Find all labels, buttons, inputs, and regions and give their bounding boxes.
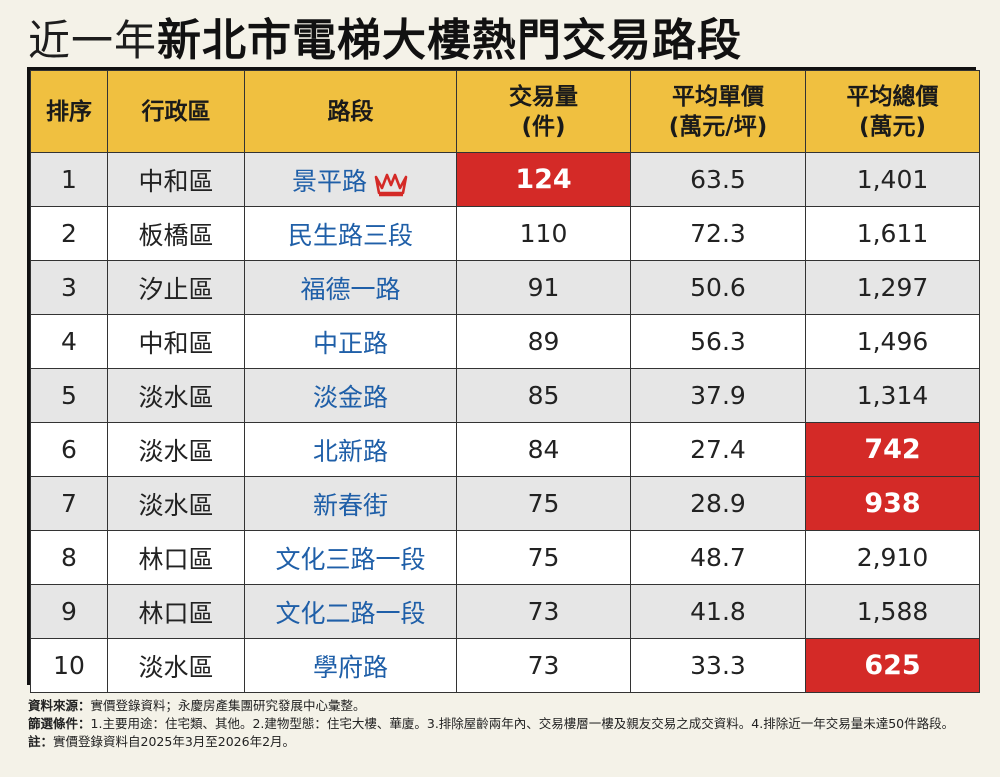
cell-total-price-highlight: 938 bbox=[805, 476, 980, 531]
crown-icon bbox=[374, 173, 408, 196]
table-row: 8 林口區 文化三路一段 75 48.7 2,910 bbox=[30, 530, 980, 585]
cell-road: 學府路 bbox=[244, 638, 457, 693]
cell-unit-price: 41.8 bbox=[630, 584, 806, 639]
cell-road: 文化二路一段 bbox=[244, 584, 457, 639]
cell-district: 林口區 bbox=[107, 530, 245, 585]
cell-rank: 7 bbox=[30, 476, 108, 531]
cell-road: 新春街 bbox=[244, 476, 457, 531]
header-rank: 排序 bbox=[30, 70, 108, 153]
page-title: 近一年 新北市電梯大樓熱門交易路段 bbox=[28, 4, 742, 66]
cell-road: 文化三路一段 bbox=[244, 530, 457, 585]
table-row: 7 淡水區 新春街 75 28.9 938 bbox=[30, 476, 980, 531]
cell-road: 景平路 bbox=[244, 152, 457, 207]
table-row: 6 淡水區 北新路 84 27.4 742 bbox=[30, 422, 980, 477]
cell-district: 中和區 bbox=[107, 314, 245, 369]
cell-district: 淡水區 bbox=[107, 638, 245, 693]
cell-total-price: 2,910 bbox=[805, 530, 980, 585]
ranking-table: 排序 行政區 路段 交易量 (件) 平均單價 (萬元/坪) 平均總價 (萬元) 1 中… bbox=[27, 67, 980, 693]
table-row: 9 林口區 文化二路一段 73 41.8 1,588 bbox=[30, 584, 980, 639]
cell-unit-price: 28.9 bbox=[630, 476, 806, 531]
cell-unit-price: 37.9 bbox=[630, 368, 806, 423]
cell-rank: 10 bbox=[30, 638, 108, 693]
cell-unit-price: 63.5 bbox=[630, 152, 806, 207]
cell-district: 淡水區 bbox=[107, 368, 245, 423]
cell-rank: 3 bbox=[30, 260, 108, 315]
cell-volume-highlight: 124 bbox=[456, 152, 631, 207]
title-prefix: 近一年 bbox=[28, 16, 158, 65]
cell-rank: 8 bbox=[30, 530, 108, 585]
cell-total-price: 1,401 bbox=[805, 152, 980, 207]
cell-road: 北新路 bbox=[244, 422, 457, 477]
cell-total-price: 1,588 bbox=[805, 584, 980, 639]
cell-volume: 75 bbox=[456, 530, 631, 585]
cell-total-price: 1,611 bbox=[805, 206, 980, 261]
cell-volume: 84 bbox=[456, 422, 631, 477]
cell-volume: 89 bbox=[456, 314, 631, 369]
cell-road: 福德一路 bbox=[244, 260, 457, 315]
cell-unit-price: 72.3 bbox=[630, 206, 806, 261]
table-header-row: 排序 行政區 路段 交易量 (件) 平均單價 (萬元/坪) 平均總價 (萬元) bbox=[30, 70, 980, 153]
header-district: 行政區 bbox=[107, 70, 245, 153]
cell-volume: 73 bbox=[456, 638, 631, 693]
cell-district: 板橋區 bbox=[107, 206, 245, 261]
cell-rank: 6 bbox=[30, 422, 108, 477]
cell-district: 淡水區 bbox=[107, 422, 245, 477]
table-row: 1 中和區 景平路 124 63.5 1,401 bbox=[30, 152, 980, 207]
cell-road: 民生路三段 bbox=[244, 206, 457, 261]
cell-unit-price: 27.4 bbox=[630, 422, 806, 477]
table-row: 10 淡水區 學府路 73 33.3 625 bbox=[30, 638, 980, 693]
cell-rank: 1 bbox=[30, 152, 108, 207]
footnotes: 資料來源：實價登錄資料；永慶房產集團研究發展中心彙整。 篩選條件：1.主要用途：… bbox=[28, 697, 978, 751]
cell-total-price-highlight: 742 bbox=[805, 422, 980, 477]
cell-total-price: 1,314 bbox=[805, 368, 980, 423]
table-row: 5 淡水區 淡金路 85 37.9 1,314 bbox=[30, 368, 980, 423]
cell-total-price-highlight: 625 bbox=[805, 638, 980, 693]
cell-district: 中和區 bbox=[107, 152, 245, 207]
header-road: 路段 bbox=[244, 70, 457, 153]
cell-volume: 75 bbox=[456, 476, 631, 531]
cell-rank: 9 bbox=[30, 584, 108, 639]
cell-unit-price: 50.6 bbox=[630, 260, 806, 315]
table-row: 2 板橋區 民生路三段 110 72.3 1,611 bbox=[30, 206, 980, 261]
cell-district: 汐止區 bbox=[107, 260, 245, 315]
title-main: 新北市電梯大樓熱門交易路段 bbox=[157, 15, 743, 66]
cell-unit-price: 56.3 bbox=[630, 314, 806, 369]
note-period: 註：實價登錄資料自2025年3月至2026年2月。 bbox=[28, 734, 296, 749]
note-filter: 篩選條件：1.主要用途：住宅類、其他。2.建物型態：住宅大樓、華廈。3.排除屋齡… bbox=[28, 716, 955, 731]
cell-district: 淡水區 bbox=[107, 476, 245, 531]
header-total-price: 平均總價 (萬元) bbox=[805, 70, 980, 153]
cell-total-price: 1,297 bbox=[805, 260, 980, 315]
header-volume: 交易量 (件) bbox=[456, 70, 631, 153]
cell-district: 林口區 bbox=[107, 584, 245, 639]
note-source: 資料來源：實價登錄資料；永慶房產集團研究發展中心彙整。 bbox=[28, 698, 366, 713]
cell-rank: 4 bbox=[30, 314, 108, 369]
cell-road: 中正路 bbox=[244, 314, 457, 369]
cell-rank: 5 bbox=[30, 368, 108, 423]
cell-unit-price: 48.7 bbox=[630, 530, 806, 585]
cell-volume: 73 bbox=[456, 584, 631, 639]
cell-unit-price: 33.3 bbox=[630, 638, 806, 693]
cell-volume: 91 bbox=[456, 260, 631, 315]
cell-volume: 85 bbox=[456, 368, 631, 423]
cell-rank: 2 bbox=[30, 206, 108, 261]
cell-total-price: 1,496 bbox=[805, 314, 980, 369]
cell-volume: 110 bbox=[456, 206, 631, 261]
header-unit-price: 平均單價 (萬元/坪) bbox=[630, 70, 806, 153]
table-row: 4 中和區 中正路 89 56.3 1,496 bbox=[30, 314, 980, 369]
table-row: 3 汐止區 福德一路 91 50.6 1,297 bbox=[30, 260, 980, 315]
cell-road: 淡金路 bbox=[244, 368, 457, 423]
